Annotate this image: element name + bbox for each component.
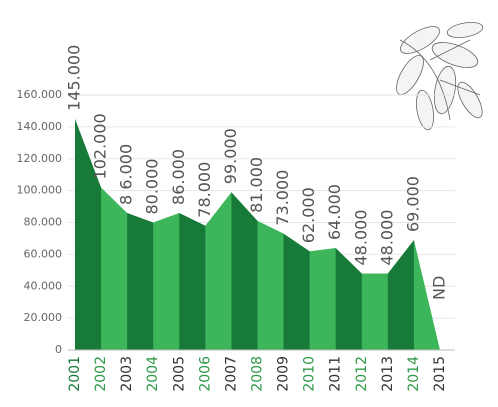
value-label: 48.000: [377, 210, 396, 266]
x-tick-label: 2008: [250, 356, 266, 392]
x-tick-label: 2009: [276, 356, 292, 392]
value-label: 62.000: [299, 187, 318, 243]
value-label: 64.000: [325, 184, 344, 240]
value-label: 8 6.000: [117, 144, 136, 205]
y-tick-label: 120.000: [17, 152, 63, 165]
value-label: 69.000: [403, 176, 422, 232]
value-label: ND: [430, 276, 449, 300]
y-tick-label: 20.000: [24, 311, 63, 324]
x-tick-label: 2005: [171, 356, 187, 392]
y-tick-label: 160.000: [17, 88, 63, 101]
area-band: [361, 118, 389, 350]
value-label: 102.000: [91, 113, 110, 179]
value-label: 86.000: [169, 149, 188, 205]
value-label: 78.000: [195, 162, 214, 218]
value-label: 73.000: [273, 170, 292, 226]
y-tick-label: 140.000: [17, 120, 63, 133]
x-tick-label: 2001: [67, 356, 83, 392]
y-tick-label: 60.000: [24, 247, 63, 260]
x-tick-label: 2002: [93, 356, 109, 392]
value-label: 145.000: [65, 45, 84, 111]
x-tick-label: 2006: [197, 356, 213, 392]
x-tick-label: 2011: [328, 356, 344, 392]
x-tick-label: 2003: [119, 356, 135, 392]
value-label: 48.000: [351, 210, 370, 266]
x-tick-label: 2012: [354, 356, 370, 392]
x-tick-label: 2014: [406, 356, 422, 392]
y-tick-label: 80.000: [24, 216, 63, 229]
area-band: [335, 118, 363, 350]
x-tick-label: 2004: [145, 356, 161, 392]
x-tick-label: 2010: [302, 356, 318, 392]
value-label: 81.000: [247, 157, 266, 213]
y-tick-label: 0: [55, 343, 62, 356]
value-label: 80.000: [143, 159, 162, 215]
value-label: 99.000: [221, 128, 240, 184]
x-tick-label: 2013: [380, 356, 396, 392]
leaf-illustration: [396, 22, 484, 131]
y-tick-label: 100.000: [17, 184, 63, 197]
y-tick-label: 40.000: [24, 279, 63, 292]
x-tick-label: 2015: [432, 356, 448, 392]
x-tick-label: 2007: [223, 356, 239, 392]
area-band: [309, 118, 337, 350]
